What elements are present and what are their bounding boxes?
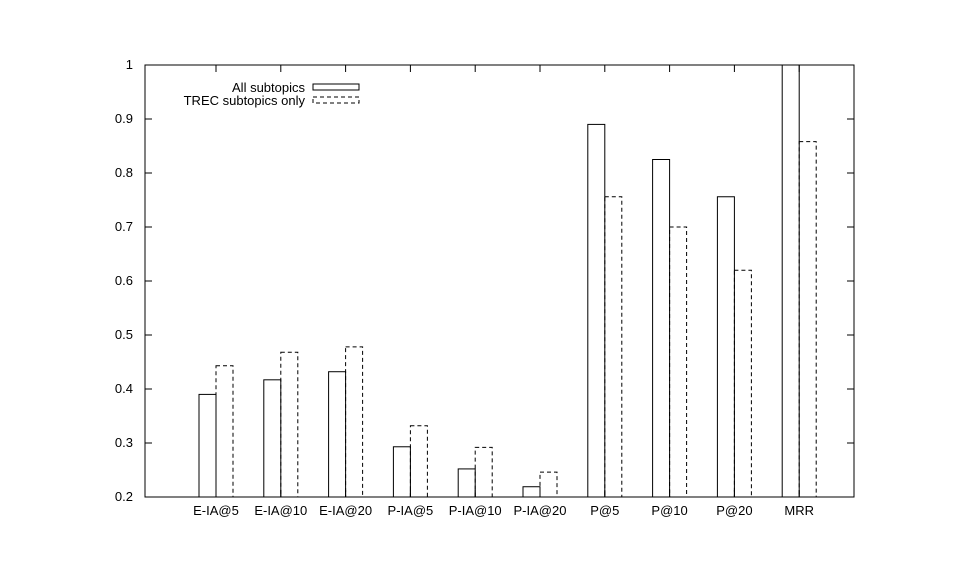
- y-tick-label: 1: [126, 57, 133, 72]
- bar-all-subtopics-e-ia-5: [198, 393, 217, 498]
- x-tick-label: MRR: [784, 503, 814, 518]
- y-tick-label: 0.4: [115, 381, 133, 396]
- bar-trec-subtopics-only-e-ia-20: [345, 346, 364, 498]
- x-tick-label: P@5: [590, 503, 619, 518]
- plot-frame: [144, 64, 855, 498]
- bar-all-subtopics-p-ia-5: [392, 446, 411, 498]
- bar-trec-subtopics-only-p-ia-10: [474, 446, 493, 498]
- y-tick-label: 0.7: [115, 219, 133, 234]
- bar-all-subtopics-p-ia-20: [522, 486, 541, 498]
- bar-trec-subtopics-only-p-10: [669, 226, 688, 498]
- bar-all-subtopics-p-5: [587, 123, 606, 498]
- legend: All subtopics TREC subtopics only: [184, 80, 360, 108]
- legend-label-trec-subtopics-only: TREC subtopics only: [184, 93, 306, 108]
- y-tick-label: 0.6: [115, 273, 133, 288]
- x-tick-label: P-IA@20: [514, 503, 567, 518]
- bars: [198, 64, 817, 498]
- x-tick-label: E-IA@10: [254, 503, 307, 518]
- y-tick-label: 0.5: [115, 327, 133, 342]
- bar-trec-subtopics-only-p-5: [604, 196, 623, 498]
- x-tick-label: E-IA@20: [319, 503, 372, 518]
- y-tick-label: 0.2: [115, 489, 133, 504]
- y-axis: 0.2 0.3 0.4 0.5 0.6 0.7 0.8 0.9 1: [115, 57, 854, 504]
- bar-all-subtopics-mrr: [781, 64, 800, 498]
- y-tick-label: 0.8: [115, 165, 133, 180]
- bar-all-subtopics-e-ia-10: [263, 379, 282, 498]
- x-tick-label: E-IA@5: [193, 503, 239, 518]
- x-tick-label: P@10: [651, 503, 687, 518]
- legend-swatch-all-subtopics: [312, 83, 360, 91]
- bar-trec-subtopics-only-mrr: [798, 141, 817, 498]
- x-axis: E-IA@5 E-IA@10 E-IA@20 P-IA@5 P-IA@10 P-IA@20…: [193, 65, 814, 518]
- bar-all-subtopics-p-20: [716, 196, 735, 498]
- bar-trec-subtopics-only-p-ia-5: [409, 425, 428, 498]
- x-tick-label: P-IA@10: [449, 503, 502, 518]
- legend-label-all-subtopics: All subtopics: [232, 80, 305, 95]
- bar-trec-subtopics-only-p-20: [733, 269, 752, 498]
- bar-all-subtopics-p-ia-10: [457, 468, 476, 498]
- bar-trec-subtopics-only-e-ia-10: [280, 351, 299, 498]
- bar-all-subtopics-p-10: [652, 159, 671, 498]
- bar-trec-subtopics-only-p-ia-20: [539, 471, 558, 498]
- y-tick-label: 0.9: [115, 111, 133, 126]
- x-tick-label: P@20: [716, 503, 752, 518]
- legend-swatch-trec-subtopics-only: [312, 96, 360, 104]
- x-tick-label: P-IA@5: [388, 503, 434, 518]
- y-tick-label: 0.3: [115, 435, 133, 450]
- bar-all-subtopics-e-ia-20: [328, 371, 347, 498]
- bar-trec-subtopics-only-e-ia-5: [215, 365, 234, 498]
